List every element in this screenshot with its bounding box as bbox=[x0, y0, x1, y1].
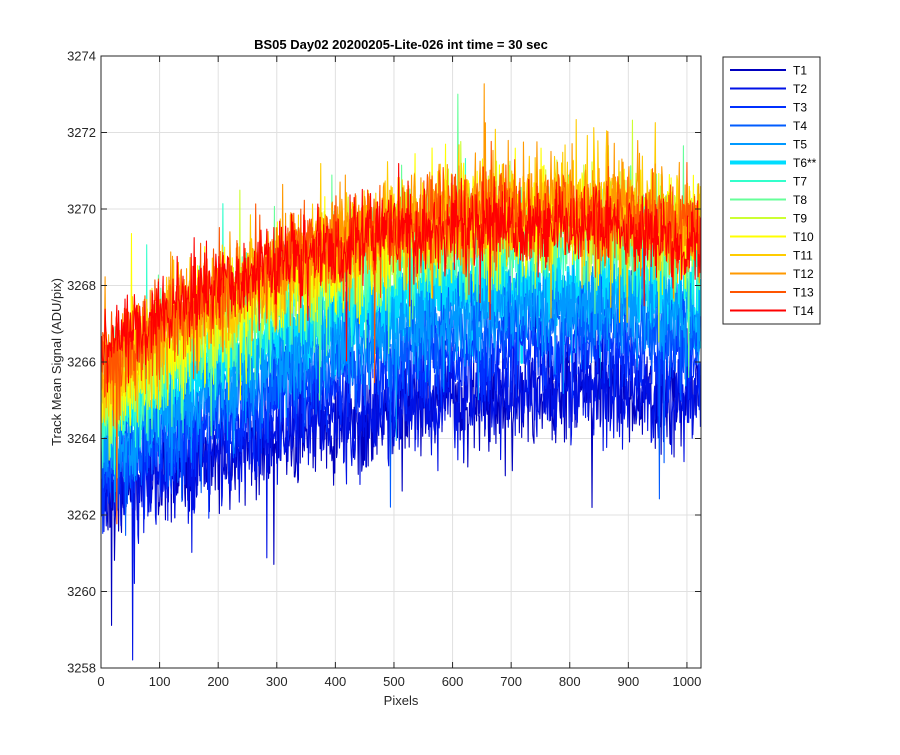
y-tick-label: 3272 bbox=[67, 125, 96, 140]
legend-label: T7 bbox=[793, 175, 807, 189]
x-tick-label: 1000 bbox=[672, 674, 701, 689]
legend-entry-t11[interactable]: T11 bbox=[730, 249, 813, 263]
y-tick-label: 3268 bbox=[67, 278, 96, 293]
x-tick-label: 200 bbox=[207, 674, 229, 689]
y-tick-label: 3266 bbox=[67, 355, 96, 370]
x-tick-label: 800 bbox=[559, 674, 581, 689]
legend-label: T5 bbox=[793, 138, 807, 152]
legend-entry-t1[interactable]: T1 bbox=[730, 64, 807, 78]
legend-entry-t3[interactable]: T3 bbox=[730, 101, 807, 115]
series-line-t5 bbox=[101, 229, 701, 503]
legend-label: T3 bbox=[793, 101, 807, 115]
x-axis-label: Pixels bbox=[384, 693, 419, 708]
y-tick-label: 3264 bbox=[67, 431, 96, 446]
legend-label: T4 bbox=[793, 119, 807, 133]
legend[interactable]: T1 T2 T3 T4 T5 T6** T7 T8 T9 T10 T11 T12 T13 T14 bbox=[722, 56, 821, 325]
series-layer bbox=[101, 83, 701, 661]
x-tick-label: 600 bbox=[442, 674, 464, 689]
y-tick-label: 3274 bbox=[67, 49, 96, 64]
legend-entry-t14[interactable]: T14 bbox=[730, 304, 814, 318]
chart-title: BS05 Day02 20200205-Lite-026 int time = … bbox=[254, 37, 548, 52]
legend-label: T14 bbox=[793, 304, 814, 318]
y-axis-label: Track Mean Signal (ADU/pix) bbox=[49, 278, 64, 446]
legend-entry-t13[interactable]: T13 bbox=[730, 286, 814, 300]
x-tick-label: 0 bbox=[97, 674, 104, 689]
legend-label: T8 bbox=[793, 193, 807, 207]
legend-box bbox=[722, 56, 821, 325]
legend-entry-t9[interactable]: T9 bbox=[730, 212, 807, 226]
y-tick-label: 3258 bbox=[67, 661, 96, 676]
y-tick-label: 3262 bbox=[67, 508, 96, 523]
y-tick-label: 3270 bbox=[67, 202, 96, 217]
legend-entry-t2[interactable]: T2 bbox=[730, 82, 807, 96]
x-tick-label: 700 bbox=[500, 674, 522, 689]
legend-entry-t4[interactable]: T4 bbox=[730, 119, 807, 133]
y-tick-label: 3260 bbox=[67, 584, 96, 599]
series-line-t3 bbox=[101, 246, 701, 534]
legend-label: T2 bbox=[793, 82, 807, 96]
legend-entry-t6[interactable]: T6** bbox=[730, 156, 817, 170]
legend-entry-t8[interactable]: T8 bbox=[730, 193, 807, 207]
x-tick-label: 500 bbox=[383, 674, 405, 689]
legend-entry-t10[interactable]: T10 bbox=[730, 230, 814, 244]
x-tick-label: 300 bbox=[266, 674, 288, 689]
legend-label: T13 bbox=[793, 286, 814, 300]
legend-entry-t7[interactable]: T7 bbox=[730, 175, 807, 189]
legend-label: T10 bbox=[793, 230, 814, 244]
series-line-t14 bbox=[101, 163, 701, 393]
legend-label: T6** bbox=[793, 156, 817, 170]
ticks: 0 100 200 300 400 500 600 700 800 900 1000 3258 3260… bbox=[67, 49, 701, 690]
legend-label: T9 bbox=[793, 212, 807, 226]
x-tick-label: 100 bbox=[149, 674, 171, 689]
legend-entry-t12[interactable]: T12 bbox=[730, 267, 814, 281]
legend-label: T11 bbox=[793, 249, 813, 263]
legend-label: T12 bbox=[793, 267, 814, 281]
legend-entry-t5[interactable]: T5 bbox=[730, 138, 807, 152]
legend-label: T1 bbox=[793, 64, 807, 78]
x-tick-label: 900 bbox=[617, 674, 639, 689]
x-tick-label: 400 bbox=[325, 674, 347, 689]
